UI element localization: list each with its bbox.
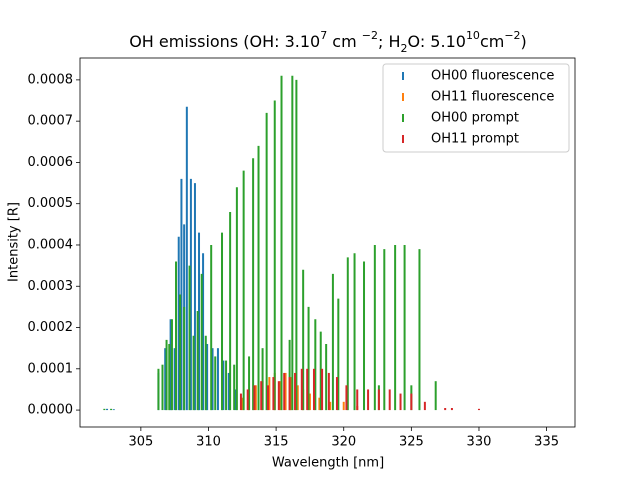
x-tick-label: 325 <box>399 435 424 450</box>
y-tick-label: 0.0003 <box>28 279 74 294</box>
y-tick-label: 0.0007 <box>28 114 74 129</box>
y-tick-label: 0.0002 <box>28 320 74 335</box>
y-tick-label: 0.0005 <box>28 196 74 211</box>
x-tick-label: 305 <box>128 435 153 450</box>
x-tick-label: 320 <box>331 435 356 450</box>
legend-label: OH00 fluorescence <box>431 69 554 84</box>
legend-label: OH00 prompt <box>431 111 519 126</box>
x-tick-label: 335 <box>534 435 559 450</box>
x-tick-label: 330 <box>467 435 492 450</box>
legend-box <box>382 63 570 153</box>
chart-title: OH emissions (OH: 3.107 cm −2; H2O: 5.10… <box>129 29 527 55</box>
title-part: cm <box>480 32 504 51</box>
x-tick-label: 315 <box>264 435 289 450</box>
plot-frame <box>79 57 576 428</box>
y-tick-label: 0.0006 <box>28 155 74 170</box>
title-part: −2 <box>362 29 378 42</box>
title-part: −2 <box>504 29 520 42</box>
legend: OH00 fluorescence OH11 fluorescence OH00 p… <box>382 63 570 153</box>
y-tick-label: 0.0004 <box>28 237 74 252</box>
legend-label: OH11 prompt <box>431 132 519 147</box>
legend-label: OH11 fluorescence <box>431 90 554 105</box>
title-part: cm <box>327 32 362 51</box>
y-tick-label: 0.0000 <box>28 403 74 418</box>
series <box>239 368 480 411</box>
title-part: O: 5.10 <box>408 32 466 51</box>
x-tick-label: 310 <box>196 435 221 450</box>
x-axis-label: Wavelength [nm] <box>272 456 384 471</box>
title-part: ) <box>521 32 527 51</box>
y-tick-label: 0.0001 <box>28 361 74 376</box>
title-part: 10 <box>466 29 480 42</box>
series <box>106 106 237 411</box>
title-part: 7 <box>320 29 327 42</box>
title-part: 2 <box>401 42 408 55</box>
title-part: OH emissions (OH: 3.10 <box>129 32 320 51</box>
title-part: ; H <box>378 32 401 51</box>
y-tick-label: 0.0008 <box>28 72 74 87</box>
y-axis-label: Intensity [R] <box>7 202 22 282</box>
